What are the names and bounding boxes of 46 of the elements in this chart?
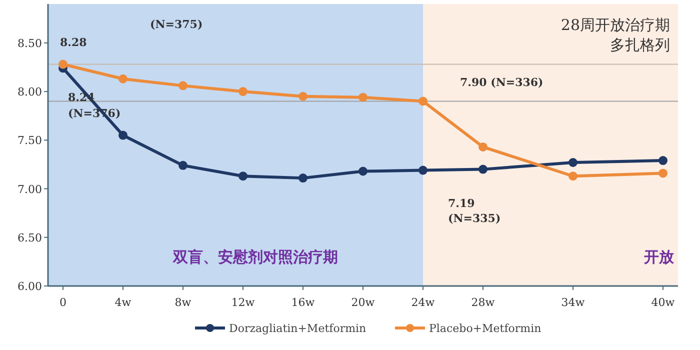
point <box>568 158 578 168</box>
band-label: 开放 <box>643 248 675 266</box>
x-tick-label: 8w <box>174 296 192 309</box>
point <box>58 60 68 69</box>
annotation: 7.90 (N=336) <box>460 76 544 89</box>
x-tick-label: 28w <box>471 296 496 309</box>
y-tick-label: 7.50 <box>18 134 42 148</box>
annotation: (N=375) <box>150 18 203 31</box>
x-tick-label: 20w <box>351 296 376 309</box>
point <box>118 130 128 140</box>
point <box>298 174 308 183</box>
annotation: 多扎格列 <box>610 36 670 54</box>
point <box>358 92 368 102</box>
x-tick-label: 16w <box>291 296 316 309</box>
annotation: 8.28 <box>60 36 88 49</box>
x-tick-label: 12w <box>231 296 256 309</box>
x-tick-label: 24w <box>411 296 436 309</box>
point <box>238 87 248 96</box>
point <box>178 160 188 170</box>
point <box>238 172 248 181</box>
x-tick-label: 40w <box>651 296 676 309</box>
x-tick-label: 34w <box>561 296 586 309</box>
point <box>478 164 488 174</box>
point <box>358 166 368 176</box>
annotation: 7.19 <box>448 197 475 210</box>
y-tick-label: 8.50 <box>18 36 42 50</box>
point <box>298 92 308 101</box>
point <box>178 81 188 90</box>
legend-label: Dorzagliatin+Metformin <box>229 322 366 335</box>
x-tick-label: 0 <box>60 296 66 309</box>
point <box>118 74 128 84</box>
x-tick-label: 4w <box>114 296 132 309</box>
point <box>658 156 668 166</box>
y-tick-label: 6.00 <box>18 280 42 293</box>
point <box>568 172 578 181</box>
point <box>478 142 488 152</box>
point <box>658 168 668 178</box>
y-tick-label: 7.00 <box>18 182 42 196</box>
y-tick-label: 6.50 <box>18 231 42 244</box>
annotation: (N=335) <box>448 212 501 225</box>
legend-label: Placebo+Metformin <box>429 322 542 335</box>
point <box>418 96 428 106</box>
y-tick-label: 8.00 <box>18 86 42 99</box>
point <box>418 166 428 175</box>
band-label: 双盲、安慰剂对照治疗期 <box>172 248 338 266</box>
annotation: 28周开放治疗期 <box>560 16 670 34</box>
